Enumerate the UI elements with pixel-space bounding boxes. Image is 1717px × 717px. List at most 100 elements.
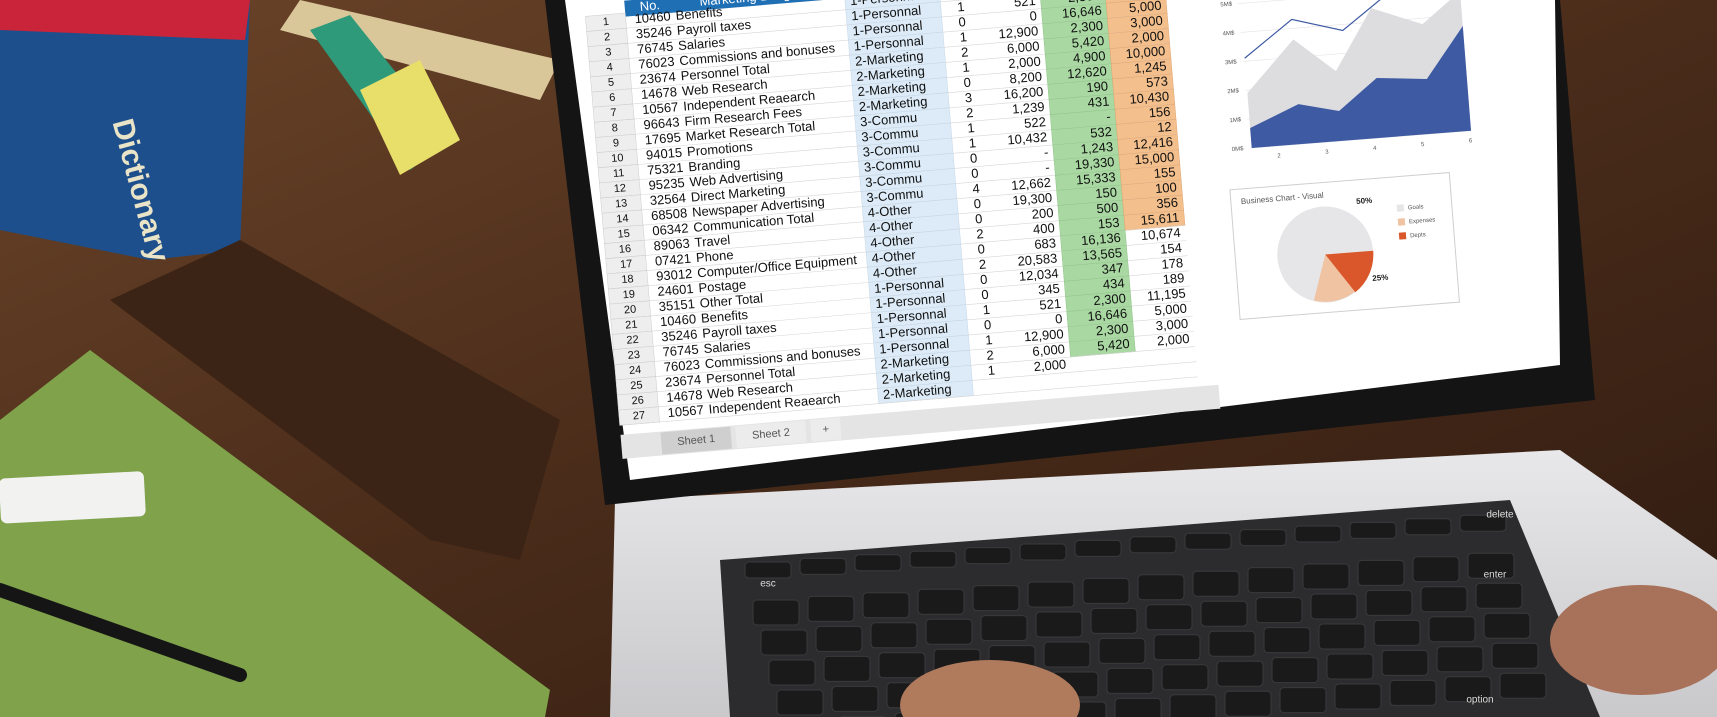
key bbox=[823, 655, 871, 682]
key bbox=[760, 629, 808, 656]
cell: 10460 bbox=[634, 8, 671, 26]
area-blue bbox=[1250, 26, 1472, 148]
cell: Postage bbox=[698, 277, 747, 296]
sheet-tab[interactable] bbox=[809, 417, 842, 442]
cell: 345 bbox=[1038, 281, 1061, 298]
key bbox=[1200, 600, 1248, 627]
cell: 1-Personnal bbox=[851, 3, 922, 24]
cell: Salaries bbox=[678, 34, 727, 53]
cell: 5 bbox=[607, 77, 614, 89]
sheet-tab-label[interactable]: Sheet 1 bbox=[677, 433, 716, 448]
key bbox=[1310, 593, 1358, 620]
cell: 10460 bbox=[659, 311, 696, 329]
key bbox=[1169, 694, 1217, 717]
pie-slice bbox=[1325, 250, 1374, 293]
cell: Promotions bbox=[686, 139, 753, 159]
key bbox=[1499, 672, 1547, 699]
cell: 2 bbox=[986, 347, 994, 363]
cell: 4-Other bbox=[870, 232, 916, 251]
cell: 0 bbox=[973, 196, 981, 212]
key bbox=[878, 652, 926, 679]
line-y-label: 0M$ bbox=[1232, 146, 1245, 153]
cell: 521 bbox=[1039, 296, 1062, 313]
cell: 12 bbox=[1157, 119, 1173, 135]
line-y-label: 1M$ bbox=[1229, 117, 1242, 124]
cell: 6,000 bbox=[1006, 38, 1040, 56]
cell: 153 bbox=[1097, 215, 1120, 232]
sheet-tab[interactable] bbox=[735, 420, 807, 449]
cell: 12,620 bbox=[1066, 63, 1107, 81]
cell: 189 bbox=[1162, 270, 1185, 287]
cell: 1 bbox=[602, 16, 609, 28]
cell: 1-Personnal bbox=[852, 18, 923, 39]
key bbox=[1491, 642, 1539, 669]
cell: Personnel Total bbox=[705, 364, 795, 386]
key bbox=[964, 547, 1012, 565]
key bbox=[1467, 552, 1515, 579]
key bbox=[854, 554, 902, 572]
cell: 1,239 bbox=[1011, 99, 1045, 117]
cell: 431 bbox=[1087, 94, 1110, 111]
key bbox=[980, 615, 1028, 642]
sheet-tab[interactable] bbox=[660, 426, 733, 455]
cell: 23674 bbox=[664, 372, 701, 390]
cell: 16 bbox=[618, 243, 631, 256]
cell: 12 bbox=[613, 182, 626, 195]
cell: 76745 bbox=[662, 342, 699, 360]
cell: 4-Other bbox=[872, 262, 918, 281]
cell: 12,662 bbox=[1011, 175, 1052, 193]
cell: 3-Commu bbox=[861, 125, 919, 145]
cell: 20 bbox=[623, 303, 636, 316]
key bbox=[1279, 687, 1327, 714]
cell: 12,034 bbox=[1018, 266, 1059, 284]
cell: 1-Personnal bbox=[879, 336, 950, 357]
cell: 1 bbox=[982, 302, 990, 318]
sheet-tab-label[interactable]: + bbox=[822, 423, 829, 435]
cell: 19,330 bbox=[1074, 154, 1115, 172]
line-x-label: 3 bbox=[1325, 149, 1329, 155]
cell: 93012 bbox=[656, 266, 693, 284]
key bbox=[909, 550, 957, 568]
cell: 1,243 bbox=[1080, 139, 1114, 157]
cell: 17695 bbox=[644, 129, 681, 147]
header-bg bbox=[624, 0, 875, 17]
cell: 100 bbox=[1154, 179, 1177, 196]
sheet-tab-label[interactable]: Sheet 2 bbox=[752, 427, 791, 442]
key bbox=[1082, 577, 1130, 604]
key bbox=[972, 585, 1020, 612]
cell: 2-Marketing bbox=[881, 366, 951, 387]
cell: 1 bbox=[967, 120, 975, 136]
cell: 10,000 bbox=[1125, 43, 1166, 61]
line-grid bbox=[1238, 0, 1460, 4]
key bbox=[1098, 637, 1146, 664]
cell: - bbox=[1043, 144, 1049, 159]
cell: 96643 bbox=[643, 114, 680, 132]
cell: 24 bbox=[629, 364, 642, 377]
cell: 1,245 bbox=[1133, 58, 1167, 76]
cell: 500 bbox=[1096, 200, 1119, 217]
cell: Personnel Total bbox=[680, 61, 770, 83]
cell: 16,646 bbox=[1087, 306, 1128, 324]
cell: 3-Commu bbox=[865, 170, 923, 190]
key bbox=[1216, 660, 1264, 687]
key bbox=[1184, 532, 1232, 550]
key bbox=[744, 561, 792, 579]
book-band bbox=[0, 0, 250, 40]
key bbox=[1247, 567, 1295, 594]
line-y-label: 3M$ bbox=[1225, 59, 1238, 66]
cell: 12,900 bbox=[1023, 326, 1064, 344]
key bbox=[1294, 525, 1342, 543]
cell: 522 bbox=[1024, 114, 1047, 131]
cell: 7 bbox=[610, 107, 617, 119]
legend-swatch bbox=[1398, 232, 1407, 240]
cell: - bbox=[1045, 160, 1051, 175]
cell: 16,200 bbox=[1003, 84, 1044, 102]
cell: 21 bbox=[625, 319, 638, 332]
legend-label: Goals bbox=[1408, 204, 1424, 211]
cell: 0 bbox=[969, 150, 977, 166]
cell: 2,000 bbox=[1008, 54, 1042, 72]
cell: 155 bbox=[1153, 164, 1176, 181]
cell: 1-Personnal bbox=[849, 0, 920, 8]
book bbox=[0, 0, 250, 260]
key bbox=[1420, 586, 1468, 613]
